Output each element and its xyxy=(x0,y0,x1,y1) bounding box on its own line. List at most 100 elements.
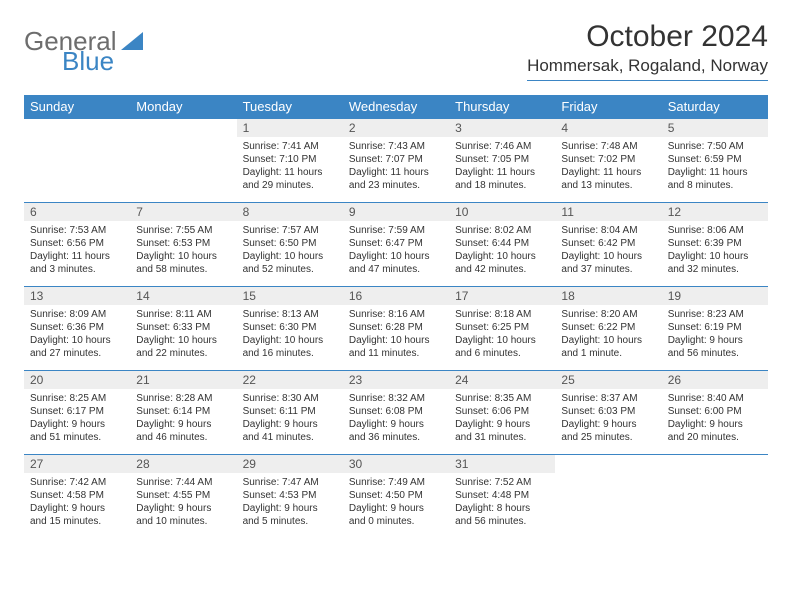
sunrise-line: Sunrise: 7:48 AM xyxy=(561,140,655,153)
day-content: Sunrise: 8:40 AMSunset: 6:00 PMDaylight:… xyxy=(662,389,768,448)
sunrise-line: Sunrise: 8:32 AM xyxy=(349,392,443,405)
sunset-line: Sunset: 6:03 PM xyxy=(561,405,655,418)
daylight-line: Daylight: 10 hours and 1 minute. xyxy=(561,334,655,360)
week-row: 20Sunrise: 8:25 AMSunset: 6:17 PMDayligh… xyxy=(24,371,768,455)
daylight-line: Daylight: 9 hours and 36 minutes. xyxy=(349,418,443,444)
sunrise-line: Sunrise: 8:23 AM xyxy=(668,308,762,321)
day-header: Saturday xyxy=(662,95,768,119)
sunrise-line: Sunrise: 7:52 AM xyxy=(455,476,549,489)
day-cell: 3Sunrise: 7:46 AMSunset: 7:05 PMDaylight… xyxy=(449,119,555,203)
daylight-line: Daylight: 10 hours and 6 minutes. xyxy=(455,334,549,360)
day-cell: 23Sunrise: 8:32 AMSunset: 6:08 PMDayligh… xyxy=(343,371,449,455)
sunset-line: Sunset: 6:06 PM xyxy=(455,405,549,418)
day-cell: 28Sunrise: 7:44 AMSunset: 4:55 PMDayligh… xyxy=(130,455,236,539)
sunset-line: Sunset: 6:53 PM xyxy=(136,237,230,250)
day-cell: 11Sunrise: 8:04 AMSunset: 6:42 PMDayligh… xyxy=(555,203,661,287)
sunrise-line: Sunrise: 7:41 AM xyxy=(243,140,337,153)
day-cell: 29Sunrise: 7:47 AMSunset: 4:53 PMDayligh… xyxy=(237,455,343,539)
day-content: Sunrise: 7:49 AMSunset: 4:50 PMDaylight:… xyxy=(343,473,449,532)
daylight-line: Daylight: 10 hours and 27 minutes. xyxy=(30,334,124,360)
day-number: 16 xyxy=(343,287,449,305)
sunrise-line: Sunrise: 8:09 AM xyxy=(30,308,124,321)
day-content: Sunrise: 7:47 AMSunset: 4:53 PMDaylight:… xyxy=(237,473,343,532)
sunset-line: Sunset: 4:48 PM xyxy=(455,489,549,502)
day-content: Sunrise: 7:44 AMSunset: 4:55 PMDaylight:… xyxy=(130,473,236,532)
day-content: Sunrise: 8:16 AMSunset: 6:28 PMDaylight:… xyxy=(343,305,449,364)
calendar-header-row: SundayMondayTuesdayWednesdayThursdayFrid… xyxy=(24,95,768,119)
daylight-line: Daylight: 9 hours and 56 minutes. xyxy=(668,334,762,360)
sunrise-line: Sunrise: 8:28 AM xyxy=(136,392,230,405)
day-content: Sunrise: 7:42 AMSunset: 4:58 PMDaylight:… xyxy=(24,473,130,532)
day-content: Sunrise: 8:32 AMSunset: 6:08 PMDaylight:… xyxy=(343,389,449,448)
day-cell: 6Sunrise: 7:53 AMSunset: 6:56 PMDaylight… xyxy=(24,203,130,287)
sunset-line: Sunset: 6:59 PM xyxy=(668,153,762,166)
day-number: 3 xyxy=(449,119,555,137)
daylight-line: Daylight: 11 hours and 18 minutes. xyxy=(455,166,549,192)
daylight-line: Daylight: 11 hours and 3 minutes. xyxy=(30,250,124,276)
daylight-line: Daylight: 10 hours and 16 minutes. xyxy=(243,334,337,360)
day-cell: 14Sunrise: 8:11 AMSunset: 6:33 PMDayligh… xyxy=(130,287,236,371)
sunrise-line: Sunrise: 8:35 AM xyxy=(455,392,549,405)
day-header: Wednesday xyxy=(343,95,449,119)
sunset-line: Sunset: 6:56 PM xyxy=(30,237,124,250)
day-content: Sunrise: 7:46 AMSunset: 7:05 PMDaylight:… xyxy=(449,137,555,196)
sunrise-line: Sunrise: 7:47 AM xyxy=(243,476,337,489)
daylight-line: Daylight: 9 hours and 0 minutes. xyxy=(349,502,443,528)
day-cell: 26Sunrise: 8:40 AMSunset: 6:00 PMDayligh… xyxy=(662,371,768,455)
sunset-line: Sunset: 6:11 PM xyxy=(243,405,337,418)
day-content: Sunrise: 8:09 AMSunset: 6:36 PMDaylight:… xyxy=(24,305,130,364)
sunrise-line: Sunrise: 8:16 AM xyxy=(349,308,443,321)
sunrise-line: Sunrise: 8:02 AM xyxy=(455,224,549,237)
daylight-line: Daylight: 9 hours and 15 minutes. xyxy=(30,502,124,528)
sunset-line: Sunset: 4:55 PM xyxy=(136,489,230,502)
daylight-line: Daylight: 10 hours and 32 minutes. xyxy=(668,250,762,276)
sunset-line: Sunset: 6:14 PM xyxy=(136,405,230,418)
sunset-line: Sunset: 4:50 PM xyxy=(349,489,443,502)
day-number: 17 xyxy=(449,287,555,305)
calendar-table: SundayMondayTuesdayWednesdayThursdayFrid… xyxy=(24,95,768,539)
sunrise-line: Sunrise: 7:42 AM xyxy=(30,476,124,489)
day-content: Sunrise: 7:55 AMSunset: 6:53 PMDaylight:… xyxy=(130,221,236,280)
day-number: 15 xyxy=(237,287,343,305)
daylight-line: Daylight: 10 hours and 52 minutes. xyxy=(243,250,337,276)
day-cell: 2Sunrise: 7:43 AMSunset: 7:07 PMDaylight… xyxy=(343,119,449,203)
day-number: 31 xyxy=(449,455,555,473)
day-number: 2 xyxy=(343,119,449,137)
day-content: Sunrise: 8:35 AMSunset: 6:06 PMDaylight:… xyxy=(449,389,555,448)
day-number: 9 xyxy=(343,203,449,221)
sunset-line: Sunset: 6:30 PM xyxy=(243,321,337,334)
sunset-line: Sunset: 7:07 PM xyxy=(349,153,443,166)
day-content: Sunrise: 7:41 AMSunset: 7:10 PMDaylight:… xyxy=(237,137,343,196)
day-cell xyxy=(130,119,236,203)
sunset-line: Sunset: 6:47 PM xyxy=(349,237,443,250)
day-cell: 8Sunrise: 7:57 AMSunset: 6:50 PMDaylight… xyxy=(237,203,343,287)
week-row: 13Sunrise: 8:09 AMSunset: 6:36 PMDayligh… xyxy=(24,287,768,371)
day-content: Sunrise: 8:23 AMSunset: 6:19 PMDaylight:… xyxy=(662,305,768,364)
day-content: Sunrise: 7:57 AMSunset: 6:50 PMDaylight:… xyxy=(237,221,343,280)
day-content: Sunrise: 8:11 AMSunset: 6:33 PMDaylight:… xyxy=(130,305,236,364)
day-number: 24 xyxy=(449,371,555,389)
sunset-line: Sunset: 6:50 PM xyxy=(243,237,337,250)
day-number: 10 xyxy=(449,203,555,221)
daylight-line: Daylight: 9 hours and 46 minutes. xyxy=(136,418,230,444)
day-header: Tuesday xyxy=(237,95,343,119)
sunrise-line: Sunrise: 7:55 AM xyxy=(136,224,230,237)
month-title: October 2024 xyxy=(527,20,768,54)
day-number: 7 xyxy=(130,203,236,221)
sunrise-line: Sunrise: 8:25 AM xyxy=(30,392,124,405)
sunrise-line: Sunrise: 8:20 AM xyxy=(561,308,655,321)
calendar-body: 1Sunrise: 7:41 AMSunset: 7:10 PMDaylight… xyxy=(24,119,768,539)
day-cell xyxy=(24,119,130,203)
day-number: 21 xyxy=(130,371,236,389)
sunrise-line: Sunrise: 7:49 AM xyxy=(349,476,443,489)
daylight-line: Daylight: 8 hours and 56 minutes. xyxy=(455,502,549,528)
day-content: Sunrise: 7:48 AMSunset: 7:02 PMDaylight:… xyxy=(555,137,661,196)
daylight-line: Daylight: 10 hours and 42 minutes. xyxy=(455,250,549,276)
daylight-line: Daylight: 10 hours and 11 minutes. xyxy=(349,334,443,360)
day-cell: 7Sunrise: 7:55 AMSunset: 6:53 PMDaylight… xyxy=(130,203,236,287)
sunset-line: Sunset: 4:58 PM xyxy=(30,489,124,502)
day-number: 12 xyxy=(662,203,768,221)
sunset-line: Sunset: 6:08 PM xyxy=(349,405,443,418)
sunrise-line: Sunrise: 7:53 AM xyxy=(30,224,124,237)
sunset-line: Sunset: 6:39 PM xyxy=(668,237,762,250)
